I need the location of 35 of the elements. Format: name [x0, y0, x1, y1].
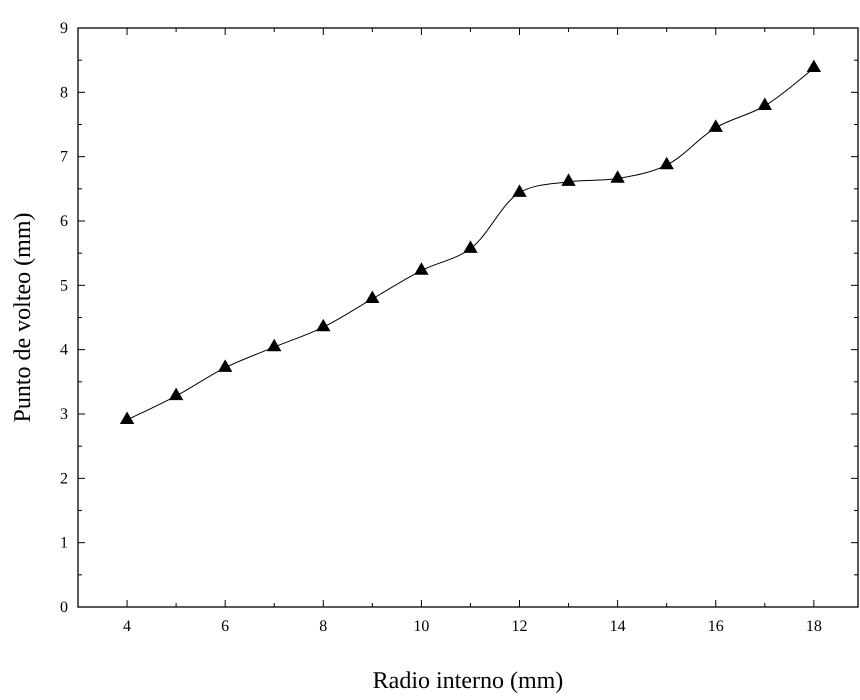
point — [708, 119, 723, 132]
y-axis-title: Punto de volteo (mm) — [10, 212, 36, 422]
point — [806, 60, 822, 72]
point — [758, 98, 772, 110]
y-tick-label: 1 — [60, 534, 68, 552]
x-tick-label: 14 — [610, 618, 626, 635]
point — [168, 388, 184, 400]
y-tick-label: 5 — [60, 277, 68, 294]
x-tick-label: 10 — [413, 618, 430, 635]
y-tick-label: 3 — [60, 406, 68, 423]
x-tick-label: 8 — [319, 618, 328, 635]
y-tick-label: 8 — [60, 84, 68, 102]
y-tick-label: 4 — [60, 342, 68, 359]
x-tick-label: 6 — [221, 618, 230, 635]
x-axis-title: Radio interno (mm) — [372, 668, 564, 694]
point — [365, 290, 380, 304]
point — [120, 411, 134, 424]
point — [218, 359, 232, 372]
x-tick-label: 12 — [512, 618, 528, 635]
point — [659, 156, 674, 170]
x-tick-label: 4 — [123, 618, 132, 635]
y-tick-label: 9 — [60, 20, 68, 37]
point — [610, 170, 625, 183]
point — [267, 338, 282, 352]
point — [414, 262, 429, 275]
point — [561, 173, 576, 186]
point — [512, 184, 527, 197]
y-tick-label: 0 — [60, 599, 68, 616]
y-tick-label: 2 — [60, 470, 68, 488]
y-tick-label: 7 — [60, 148, 68, 166]
point — [316, 318, 330, 332]
y-tick-label: 6 — [60, 213, 68, 230]
x-tick-label: 16 — [708, 618, 724, 635]
point — [463, 240, 478, 253]
x-tick-label: 18 — [806, 618, 822, 635]
